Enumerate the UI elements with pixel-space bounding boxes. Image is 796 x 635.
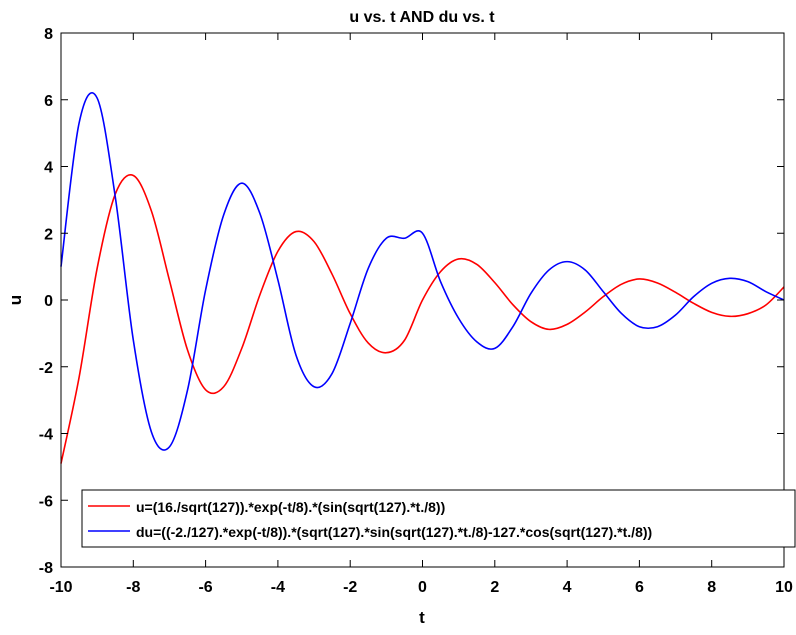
x-tick-label: -2	[343, 579, 357, 596]
y-tick-label: -4	[39, 427, 53, 444]
x-tick-label: 8	[707, 579, 716, 596]
x-tick-label: -8	[126, 579, 140, 596]
y-tick-label: 2	[44, 226, 53, 243]
legend-label-u: u=(16./sqrt(127)).*exp(-t/8).*(sin(sqrt(…	[136, 499, 445, 515]
series-line-du	[60, 92, 785, 451]
y-tick-label: 0	[44, 293, 53, 310]
tick-layer: -10 -8 -6 -4 -2 0 2 4 6 8 10 -8 -6 -4 -2 0 2 4 6 8	[39, 26, 793, 596]
y-tick-label: 6	[44, 93, 53, 110]
legend-label-du: du=((-2./127).*exp(-t/8)).*(sqrt(127).*s…	[136, 524, 652, 540]
x-tick-label: 2	[490, 579, 499, 596]
series-line-u	[60, 174, 785, 464]
chart-title: u vs. t AND du vs. t	[349, 9, 495, 26]
y-tick-label: -8	[39, 560, 53, 577]
x-axis-label: t	[419, 608, 425, 627]
x-tick-label: 6	[635, 579, 644, 596]
x-tick-label: 0	[418, 579, 427, 596]
series-layer	[60, 92, 785, 464]
x-tick-label: 10	[775, 579, 793, 596]
x-tick-label: -4	[271, 579, 285, 596]
y-tick-label: -6	[39, 493, 53, 510]
x-tick-label: -6	[198, 579, 212, 596]
y-axis-label: u	[6, 295, 25, 305]
legend-box	[81, 489, 796, 548]
y-tick-label: 4	[44, 160, 53, 177]
x-tick-label: 4	[563, 579, 572, 596]
x-tick-label: -10	[49, 579, 72, 596]
legend: u=(16./sqrt(127)).*exp(-t/8).*(sin(sqrt(…	[81, 489, 796, 548]
y-tick-label: -2	[39, 360, 53, 377]
y-tick-label: 8	[44, 26, 53, 43]
